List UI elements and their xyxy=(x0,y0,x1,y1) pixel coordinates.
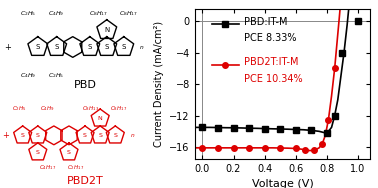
Text: S: S xyxy=(36,150,40,155)
Text: S: S xyxy=(67,150,71,155)
Text: $C_2H_5$: $C_2H_5$ xyxy=(12,105,26,114)
Text: N: N xyxy=(104,27,109,33)
Text: +: + xyxy=(3,131,12,140)
Text: S: S xyxy=(36,44,40,50)
Text: $C_4H_9$: $C_4H_9$ xyxy=(20,71,37,80)
Text: S: S xyxy=(88,44,92,50)
Text: S: S xyxy=(105,44,109,50)
Text: $C_2H_5$: $C_2H_5$ xyxy=(20,9,37,18)
Text: PCE 8.33%: PCE 8.33% xyxy=(244,33,296,43)
Text: $_n$: $_n$ xyxy=(139,42,144,52)
Text: S: S xyxy=(122,44,126,50)
Y-axis label: Current Density (mA/cm²): Current Density (mA/cm²) xyxy=(154,21,164,147)
Text: S: S xyxy=(83,133,87,138)
Text: S: S xyxy=(21,133,25,138)
Text: N: N xyxy=(98,116,102,121)
Text: +: + xyxy=(5,42,14,52)
Text: $C_8H_{17}$: $C_8H_{17}$ xyxy=(119,9,138,18)
Text: $C_4H_9$: $C_4H_9$ xyxy=(48,9,65,18)
Text: PCE 10.34%: PCE 10.34% xyxy=(244,74,302,84)
Text: PBD:IT-M: PBD:IT-M xyxy=(244,17,287,27)
Text: S: S xyxy=(54,44,59,50)
Text: S: S xyxy=(113,133,117,138)
Text: $_n$: $_n$ xyxy=(130,131,135,140)
Text: $C_2H_{17}$: $C_2H_{17}$ xyxy=(67,163,84,172)
Text: $C_4H_{17}$: $C_4H_{17}$ xyxy=(39,163,56,172)
Text: $C_4H_9$: $C_4H_9$ xyxy=(40,105,55,114)
Text: $C_8H_{17}$: $C_8H_{17}$ xyxy=(110,105,128,114)
X-axis label: Voltage (V): Voltage (V) xyxy=(252,179,313,188)
Text: S: S xyxy=(98,133,102,138)
Text: $C_8H_{17}$: $C_8H_{17}$ xyxy=(89,9,108,18)
Text: S: S xyxy=(36,133,40,138)
Text: PBD: PBD xyxy=(74,80,96,90)
Text: $C_2H_5$: $C_2H_5$ xyxy=(48,71,65,80)
Text: PBD2T: PBD2T xyxy=(67,176,104,186)
Text: PBD2T:IT-M: PBD2T:IT-M xyxy=(244,57,298,67)
Text: $C_8H_{13}$: $C_8H_{13}$ xyxy=(82,105,99,114)
